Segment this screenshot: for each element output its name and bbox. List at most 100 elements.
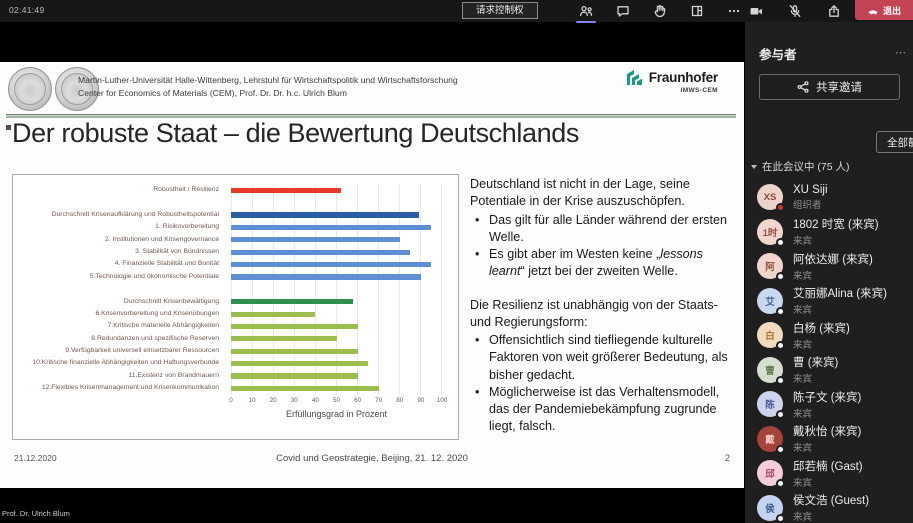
university-seal-icon [55,67,99,111]
chevron-down-icon [751,164,757,169]
toolbar-icons [576,2,742,23]
avatar: 陈 [757,391,785,420]
chart-bar-row: 10.Kritische finanzielle Abhängigkeiten … [13,357,458,369]
chart-category-label: 11.Existenz von Brandmauern [128,371,219,379]
resilience-bar-chart: Robustheit / Resilienz Durchschnitt Krise… [12,174,459,440]
chart-bar [231,299,354,305]
chart-bar-track [231,345,442,357]
avatar: 阿 [757,253,785,282]
chat-icon [617,6,629,17]
chart-category-label: Durchschnitt Krisenbewältigung [123,297,219,305]
presence-status-dot [776,237,785,247]
chart-bar-row: Durchschnitt Krisenaufklärung und Robust… [13,209,458,221]
participant-row[interactable]: 白白杨 (来宾) 来宾 [745,318,913,353]
more-dots-icon [728,9,740,13]
breakout-rooms-button[interactable] [689,3,705,19]
leave-meeting-button[interactable]: 退出 [855,0,913,20]
slide-header-divider [6,114,736,118]
slide-body-text: Deutschland ist nicht in der Lage, seine… [470,176,736,436]
participant-row[interactable]: 曹曹 (来宾) 来宾 [745,353,913,388]
participant-row[interactable]: 邱邱若楠 (Gast) 来宾 [745,456,913,491]
in-meeting-section-header[interactable]: 在此会议中 (75 人) [751,159,850,174]
slide-title: Der robuste Staat – die Bewertung Deutsc… [12,118,579,148]
participant-name: 侯文浩 (Guest) [793,495,870,508]
chart-bar-row: 7.Kritische materielle Abhängigkeiten [13,320,458,332]
chart-x-tick: 70 [375,396,383,404]
chart-x-tick: 50 [332,396,341,404]
mic-muted-button[interactable] [787,3,803,19]
presence-status-dot [776,410,785,420]
participant-list: XS XU Siji 组织者 1时 1802 时宽 (来宾) 来宾阿阿依达娜 (来宾) 来宾… [745,180,913,523]
share-invite-icon [797,81,809,93]
chart-x-tick: 100 [436,396,448,404]
chart-bar [231,336,337,342]
chart-bar-track [231,234,442,246]
panel-more-icon[interactable]: ⋯ [895,47,907,59]
chart-category-label: Durchschnitt Krisenaufklärung und Robust… [51,210,219,218]
chart-x-tick: 20 [269,396,277,404]
bullet-item: Es gibt aber im Westen keine „lessons le… [470,246,736,281]
participants-button[interactable] [576,3,596,23]
fraunhofer-logo: Fraunhofer IMWS-CEM [626,70,718,94]
participant-name: 白杨 (来宾) [793,322,850,335]
chart-bar [231,274,421,280]
chart-category-label: 6.Krisenvorbereitung und Krisenübungen [95,309,219,317]
avatar: 邱 [757,460,785,489]
chart-bar-row: Robustheit / Resilienz [13,184,458,196]
university-seals [8,67,99,111]
meeting-timer: 02:41:49 [9,5,45,15]
chart-category-label: 12.Flexibles Krisenmanagement und Krisen… [41,384,219,392]
slide-event-label: Covid und Geostrategie, Beijing, 21. 12.… [276,453,468,464]
slide-date: 21.12.2020 [14,453,57,463]
chart-bar-track [231,209,442,221]
chart-x-tick: 10 [248,396,256,404]
chart-bar-track [231,258,442,270]
chart-x-tick: 30 [290,396,298,404]
participant-row[interactable]: XS XU Siji 组织者 [745,180,913,215]
participant-row[interactable]: 阿阿依达娜 (来宾) 来宾 [745,249,913,284]
more-options-button[interactable] [726,3,742,19]
chart-gridlines [231,184,442,395]
participant-role: 来宾 [793,443,813,455]
presence-status-dot [776,306,785,316]
mute-all-button[interactable]: 全部静音 [876,131,913,153]
participant-role: 来宾 [793,305,813,317]
avatar: 曹 [757,356,785,385]
chart-x-tick: 60 [354,396,362,404]
chart-bar-row: 9.Verfügbarkeit universell einsetzbarer … [13,345,458,357]
panel-title: 参与者 [759,48,797,62]
paragraph: Deutschland ist nicht in der Lage, seine… [470,177,690,209]
presence-status-dot [776,479,785,489]
paragraph: Die Resilienz ist unabhängig von der Sta… [470,297,718,329]
participant-row[interactable]: 陈陈子文 (来宾) 来宾 [745,387,913,422]
avatar: 侯 [757,494,785,523]
participant-role: 来宾 [793,270,813,282]
participant-row[interactable]: 侯侯文浩 (Guest) 来宾 [745,491,913,523]
camera-toggle-button[interactable] [748,3,764,19]
participant-role: 组织者 [793,199,822,211]
chart-bar [231,311,316,317]
participant-name: 邱若楠 (Gast) [793,460,863,473]
chart-bar-track [231,382,442,394]
participant-row[interactable]: 艾艾丽娜Alina (来宾) 来宾 [745,284,913,319]
request-control-button[interactable]: 请求控制权 [462,2,538,19]
participant-row[interactable]: 戴戴秋怡 (来宾) 来宾 [745,422,913,457]
avatar: XS [757,184,785,213]
slide-page-number: 2 [724,453,730,463]
chart-bar [231,385,379,392]
chart-bar-row: 5.Technologie und ökonomische Potentiale [13,271,458,283]
share-screen-button[interactable] [826,3,842,19]
participant-row[interactable]: 1时 1802 时宽 (来宾) 来宾 [745,215,913,250]
fraunhofer-institute-label: IMWS-CEM [680,87,718,94]
share-invite-button[interactable]: 共享邀请 [759,74,900,100]
bullet-item: Das gilt für alle Länder während der ers… [470,212,736,247]
chart-bar-track [231,221,442,233]
chart-bar-row: 1. Risikovorbereitung [13,221,458,233]
participant-role: 来宾 [793,477,813,489]
chart-x-tick: 0 [229,396,233,404]
mic-muted-icon [789,4,801,18]
fraunhofer-wordmark: Fraunhofer [648,70,718,85]
chat-button[interactable] [615,3,631,19]
raise-hand-button[interactable] [652,3,668,19]
chart-bar [231,237,400,243]
